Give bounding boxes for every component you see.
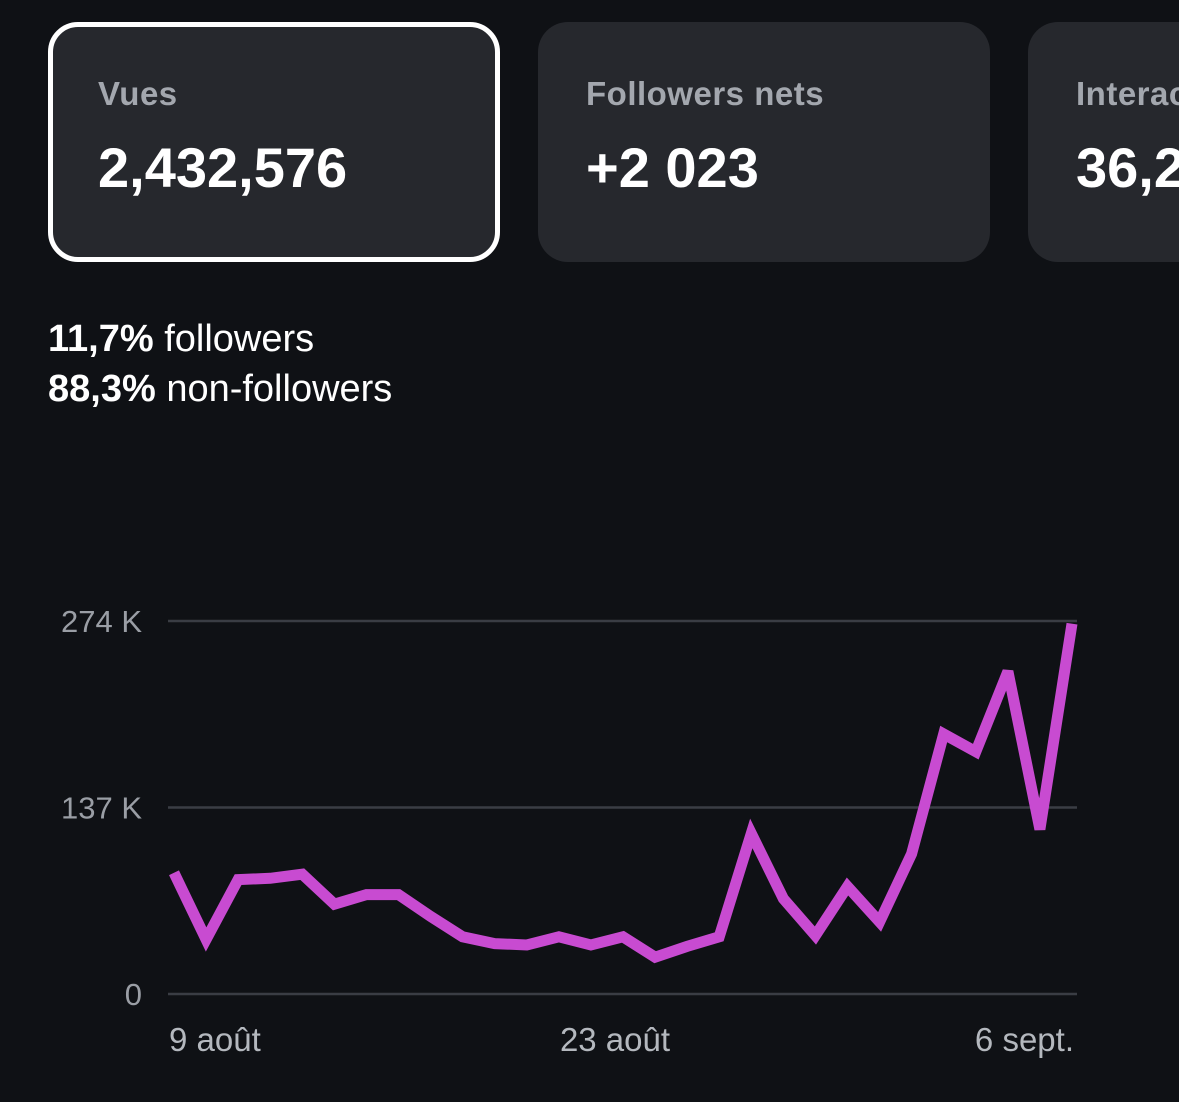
card-views-label: Vues — [98, 75, 178, 112]
card-interactions-value: 36,2 — [1076, 136, 1179, 199]
followers-label: followers — [164, 318, 315, 360]
views-line-chart: 0 137 K 274 K 9 août 23 août 6 sept. — [61, 604, 1078, 1058]
data-point-28 — [1069, 621, 1075, 627]
data-point-2 — [235, 877, 241, 883]
y-tick-label-1: 137 K — [61, 791, 142, 826]
x-tick-label-1: 23 août — [560, 1021, 670, 1058]
card-net-followers-value: +2 023 — [586, 136, 759, 199]
card-views[interactable]: Vues 2,432,576 — [48, 22, 500, 262]
card-interactions[interactable]: Interactions 36,2 — [1028, 22, 1179, 262]
data-point-18 — [748, 830, 754, 836]
card-net-followers-label: Followers nets — [586, 75, 825, 112]
x-tick-label-2: 6 sept. — [975, 1021, 1074, 1058]
audience-split: 11,7% followers 88,3% non-followers — [48, 314, 392, 414]
data-point-22 — [877, 919, 883, 925]
data-point-7 — [396, 892, 402, 898]
data-point-9 — [460, 934, 466, 940]
data-point-13 — [588, 942, 594, 948]
data-point-11 — [524, 942, 530, 948]
data-point-24 — [941, 731, 947, 737]
card-interactions-label: Interactions — [1076, 75, 1179, 112]
y-tick-label-2: 274 K — [61, 604, 142, 639]
data-point-25 — [973, 749, 979, 755]
data-point-16 — [684, 943, 690, 949]
data-point-14 — [620, 934, 626, 940]
data-point-6 — [363, 892, 369, 898]
data-point-17 — [716, 934, 722, 940]
views-series-line — [169, 622, 1078, 964]
card-views-value: 2,432,576 — [98, 136, 348, 199]
data-point-21 — [845, 883, 851, 889]
data-point-1 — [203, 937, 209, 943]
data-point-20 — [812, 932, 818, 938]
data-point-15 — [652, 954, 658, 960]
data-point-4 — [299, 871, 305, 877]
y-tick-label-0: 0 — [125, 977, 142, 1012]
non-followers-label: non-followers — [166, 368, 393, 410]
followers-pct: 11,7% — [48, 318, 154, 360]
data-point-12 — [556, 934, 562, 940]
non-followers-pct: 88,3% — [48, 368, 156, 410]
data-point-3 — [267, 875, 273, 881]
non-followers-share: 88,3% non-followers — [48, 364, 392, 414]
data-point-8 — [428, 913, 434, 919]
x-tick-label-0: 9 août — [169, 1021, 261, 1058]
data-point-27 — [1037, 826, 1043, 832]
data-point-5 — [331, 901, 337, 907]
data-point-10 — [492, 941, 498, 947]
data-point-26 — [1005, 668, 1011, 674]
data-point-0 — [171, 870, 177, 876]
card-net-followers[interactable]: Followers nets +2 023 — [538, 22, 990, 262]
data-point-23 — [909, 851, 915, 857]
data-point-19 — [780, 896, 786, 902]
followers-share: 11,7% followers — [48, 314, 392, 364]
metric-cards-row: Vues 2,432,576 Followers nets +2 023 Int… — [48, 22, 1179, 264]
